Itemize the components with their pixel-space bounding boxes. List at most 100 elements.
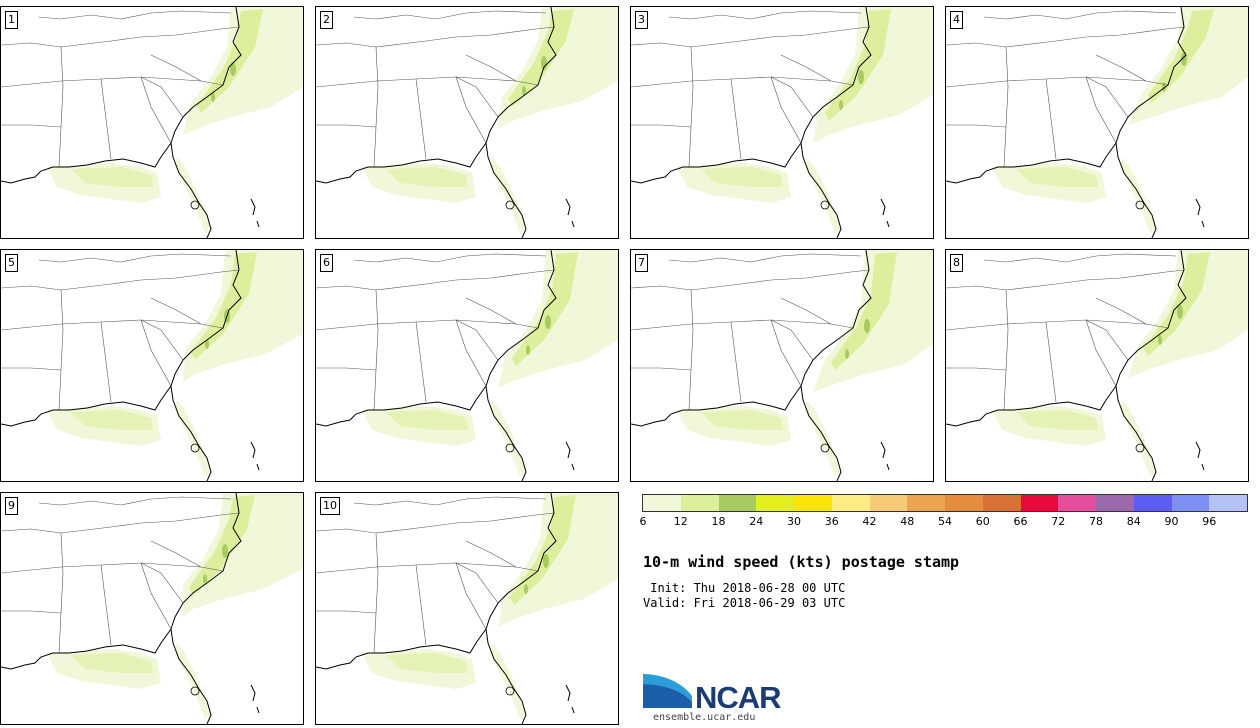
ncar-url: ensemble.ucar.edu bbox=[653, 712, 756, 723]
wind-area-florida bbox=[1120, 400, 1156, 476]
wind-area-strong bbox=[545, 315, 551, 329]
state-boundary bbox=[316, 76, 517, 88]
wind-area-gulf-medium bbox=[71, 653, 153, 673]
state-boundary bbox=[455, 319, 499, 361]
state-boundary bbox=[1, 319, 202, 331]
wind-area-strong bbox=[1158, 335, 1162, 345]
bahamas-islands bbox=[250, 441, 260, 471]
state-boundary bbox=[631, 124, 692, 128]
state-boundary bbox=[415, 78, 427, 160]
wind-area-strong bbox=[543, 554, 549, 568]
wind-area-gulf-medium bbox=[701, 410, 783, 430]
bahamas-islands bbox=[1195, 441, 1205, 471]
ncar-wordmark: NCAR bbox=[695, 680, 782, 715]
member-number: 4 bbox=[950, 11, 963, 29]
wind-area-gulf-medium bbox=[1016, 410, 1098, 430]
bahamas-islands bbox=[1195, 198, 1205, 228]
state-boundary bbox=[455, 76, 499, 118]
state-boundary bbox=[668, 10, 862, 20]
colorbar-tick-label: 30 bbox=[787, 515, 801, 528]
state-boundary bbox=[946, 367, 1007, 371]
lake-okeechobee bbox=[820, 200, 830, 210]
state-boundary bbox=[770, 76, 802, 144]
colorbar-swatch bbox=[718, 495, 757, 511]
bahamas-islands bbox=[250, 198, 260, 228]
state-boundary bbox=[983, 10, 1177, 20]
colorbar-swatch bbox=[907, 495, 945, 511]
state-boundary bbox=[1, 124, 62, 128]
colorbar-tick-label: 90 bbox=[1164, 515, 1179, 528]
lake-okeechobee bbox=[505, 686, 515, 696]
colorbar-swatches bbox=[642, 494, 1248, 512]
state-boundary bbox=[631, 269, 870, 291]
colorbar-tick-label: 36 bbox=[824, 515, 839, 528]
state-boundary bbox=[140, 319, 184, 361]
member-panel-6: 6 bbox=[315, 249, 619, 482]
state-boundary bbox=[1, 610, 62, 614]
state-boundary bbox=[1095, 54, 1169, 86]
state-boundary bbox=[316, 124, 377, 128]
colorbar-tick-label: 84 bbox=[1126, 515, 1141, 528]
lake-okeechobee bbox=[820, 443, 830, 453]
wind-area-light bbox=[183, 250, 303, 382]
wind-area-strong bbox=[858, 70, 864, 84]
wind-area-florida bbox=[805, 157, 841, 233]
member-map bbox=[316, 493, 618, 724]
gulf-coastline bbox=[316, 385, 487, 427]
member-number: 8 bbox=[950, 254, 963, 272]
member-panel-3: 3 bbox=[630, 6, 934, 239]
state-boundary bbox=[946, 124, 1007, 128]
wind-area-strong bbox=[211, 92, 215, 102]
colorbar: 6 12 18 24 30 36 42 48 54 60 66 72 78 84 90 96 bbox=[639, 494, 1248, 534]
coastline bbox=[800, 250, 872, 481]
state-boundary bbox=[688, 289, 694, 411]
wind-area-florida bbox=[490, 400, 526, 476]
wind-area-strong bbox=[1177, 305, 1183, 319]
state-boundary bbox=[415, 564, 427, 646]
lake-okeechobee bbox=[190, 686, 200, 696]
state-boundary bbox=[316, 610, 377, 614]
state-boundary bbox=[1, 269, 240, 291]
member-map bbox=[631, 250, 933, 481]
state-boundary bbox=[465, 297, 539, 329]
colorbar-tick-label: 6 bbox=[639, 515, 647, 528]
colorbar-swatch bbox=[1058, 495, 1096, 511]
member-map bbox=[316, 250, 618, 481]
state-boundary bbox=[140, 76, 184, 118]
valid-time: Valid: Fri 2018-06-29 03 UTC bbox=[643, 596, 846, 610]
colorbar-swatch bbox=[1096, 495, 1134, 511]
state-boundary bbox=[353, 10, 547, 20]
wind-area-gulf-medium bbox=[386, 167, 468, 187]
state-boundary bbox=[1, 76, 202, 88]
ncar-logo: NCAR ensemble.ucar.edu bbox=[642, 672, 802, 728]
wind-area-medium bbox=[197, 9, 263, 113]
wind-area-strong bbox=[864, 319, 870, 333]
wind-area-strong bbox=[522, 86, 526, 96]
lake-okeechobee bbox=[505, 443, 515, 453]
member-panel-1: 1 bbox=[0, 6, 304, 239]
state-boundary bbox=[946, 76, 1147, 88]
gulf-coastline bbox=[316, 628, 487, 670]
bahamas-islands bbox=[565, 198, 575, 228]
wind-area-medium bbox=[189, 495, 255, 595]
wind-area-medium bbox=[1144, 252, 1210, 356]
state-boundary bbox=[1085, 76, 1129, 118]
gulf-coastline bbox=[946, 385, 1117, 427]
member-map bbox=[631, 7, 933, 238]
member-map bbox=[946, 250, 1248, 481]
wind-area-gulf-medium bbox=[1016, 167, 1098, 187]
state-boundary bbox=[38, 253, 232, 263]
state-boundary bbox=[58, 46, 64, 168]
lake-okeechobee bbox=[190, 443, 200, 453]
state-boundary bbox=[353, 253, 547, 263]
wind-area-florida bbox=[490, 643, 526, 719]
member-number: 2 bbox=[320, 11, 333, 29]
bahamas-islands bbox=[880, 198, 890, 228]
coastline bbox=[485, 493, 557, 724]
colorbar-tick-label: 60 bbox=[975, 515, 990, 528]
state-boundary bbox=[1085, 76, 1117, 144]
bahamas-islands bbox=[565, 684, 575, 714]
state-boundary bbox=[1, 367, 62, 371]
state-boundary bbox=[455, 76, 487, 144]
wind-area-light bbox=[183, 493, 303, 617]
